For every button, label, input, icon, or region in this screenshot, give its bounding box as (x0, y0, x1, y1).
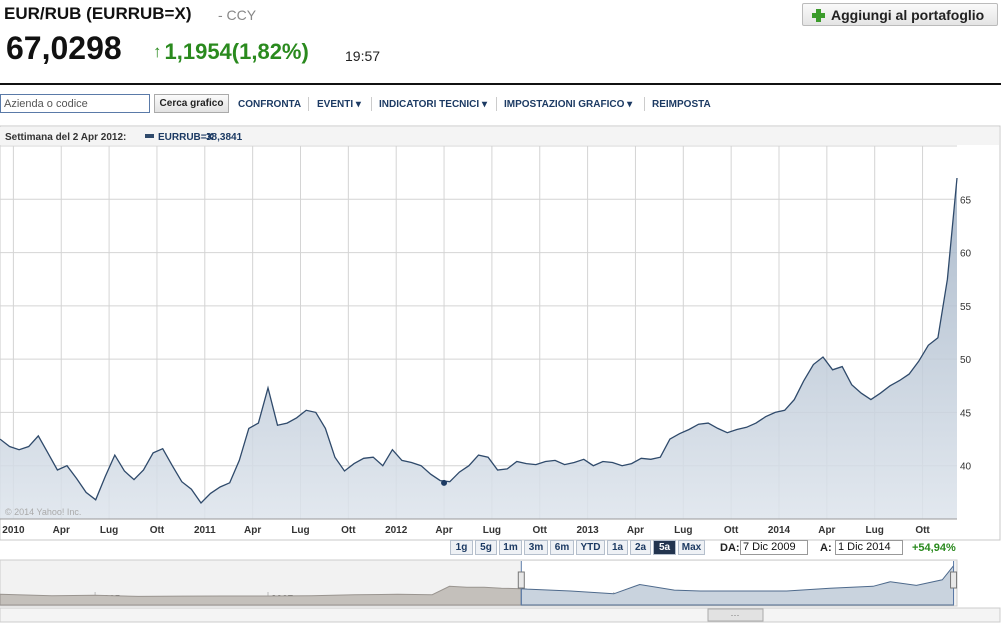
title: EUR/RUB (EURRUB=X) (4, 4, 192, 23)
menu-item[interactable]: CONFRONTA (238, 99, 302, 110)
x-tick-label: 2014 (768, 525, 791, 536)
range-button[interactable]: YTD (576, 540, 605, 555)
x-tick-label: Ott (150, 525, 165, 536)
range-button[interactable]: 2a (630, 540, 651, 555)
search-input[interactable]: Azienda o codice (0, 94, 150, 113)
range-button[interactable]: 1a (607, 540, 628, 555)
from-input[interactable]: 7 Dic 2009 (740, 540, 808, 555)
x-tick-label: Lug (100, 525, 118, 536)
plot (0, 145, 958, 520)
menu-item[interactable]: REIMPOSTA (652, 99, 711, 110)
x-tick-label: Apr (53, 525, 70, 536)
window-handle[interactable] (517, 571, 525, 589)
portfolio-button[interactable]: Aggiungi al portafoglio (802, 3, 998, 26)
range-button[interactable]: 3m (524, 540, 548, 555)
range-button[interactable]: 6m (550, 540, 574, 555)
y-tick-label: 40 (960, 462, 972, 473)
legend-swatch (145, 134, 154, 138)
to-input[interactable]: 1 Dic 2014 (835, 540, 903, 555)
menu-item[interactable]: IMPOSTAZIONI GRAFICO (504, 99, 632, 110)
x-tick-label: Ott (341, 525, 356, 536)
separator (496, 97, 497, 111)
range-button[interactable]: 5a (653, 540, 676, 555)
from-label: DA: (720, 542, 740, 554)
credit: © 2014 Yahoo! Inc. (5, 507, 81, 517)
range-change: +54,94% (912, 542, 956, 554)
scrollbar-grip: ⋯ (731, 610, 740, 620)
x-tick-label: 2011 (194, 525, 216, 536)
x-tick-label: 2012 (385, 525, 408, 536)
y-tick-label: 55 (960, 302, 972, 313)
range-button[interactable]: Max (678, 540, 705, 555)
range-button[interactable]: 1m (499, 540, 522, 555)
navigator: 200320052007200920112013 (0, 561, 958, 606)
x-tick-label: 2013 (576, 525, 599, 536)
y-tick-label: 45 (960, 408, 972, 419)
x-tick-label: Apr (627, 525, 644, 536)
y-tick-label: 65 (960, 195, 972, 206)
divider (0, 83, 1001, 85)
menu-item[interactable]: EVENTI (317, 99, 361, 110)
legend-label: Settimana del 2 Apr 2012: (5, 132, 126, 143)
exchange: - CCY (218, 7, 257, 23)
x-tick-label: Apr (244, 525, 261, 536)
time: 19:57 (345, 48, 381, 64)
y-tick-label: 50 (960, 355, 972, 366)
x-tick-label: Lug (866, 525, 884, 536)
separator (644, 97, 645, 111)
scrollbar-thumb[interactable] (707, 608, 764, 622)
scrollbar[interactable] (0, 607, 1001, 623)
y-tick-label: 60 (960, 249, 972, 260)
price: 67,0298 (6, 30, 122, 66)
x-tick-label: Ott (533, 525, 548, 536)
x-tick-label: Lug (674, 525, 692, 536)
to-label: A: (820, 542, 832, 554)
x-tick-label: Lug (291, 525, 309, 536)
range-button[interactable]: 5g (475, 540, 497, 555)
x-tick-label: Apr (435, 525, 452, 536)
legend-value: 38,3841 (206, 132, 243, 143)
range-button[interactable]: 1g (450, 540, 473, 555)
x-tick-label: 2010 (2, 525, 25, 536)
price-change: 1,1954(1,82%) (153, 39, 309, 65)
separator (371, 97, 372, 111)
hover-marker (441, 479, 448, 486)
legend-series: EURRUB=X (158, 132, 214, 143)
x-tick-label: Apr (818, 525, 835, 536)
line (0, 177, 958, 505)
x-tick-label: Lug (483, 525, 501, 536)
x-tick-label: Ott (724, 525, 739, 536)
search-button[interactable]: Cerca grafico (154, 94, 229, 113)
menu-item[interactable]: INDICATORI TECNICI (379, 99, 487, 110)
separator (308, 97, 309, 111)
area (0, 178, 957, 519)
x-tick-label: Ott (915, 525, 930, 536)
window-handle[interactable] (950, 571, 958, 589)
legend-bar (0, 127, 999, 145)
